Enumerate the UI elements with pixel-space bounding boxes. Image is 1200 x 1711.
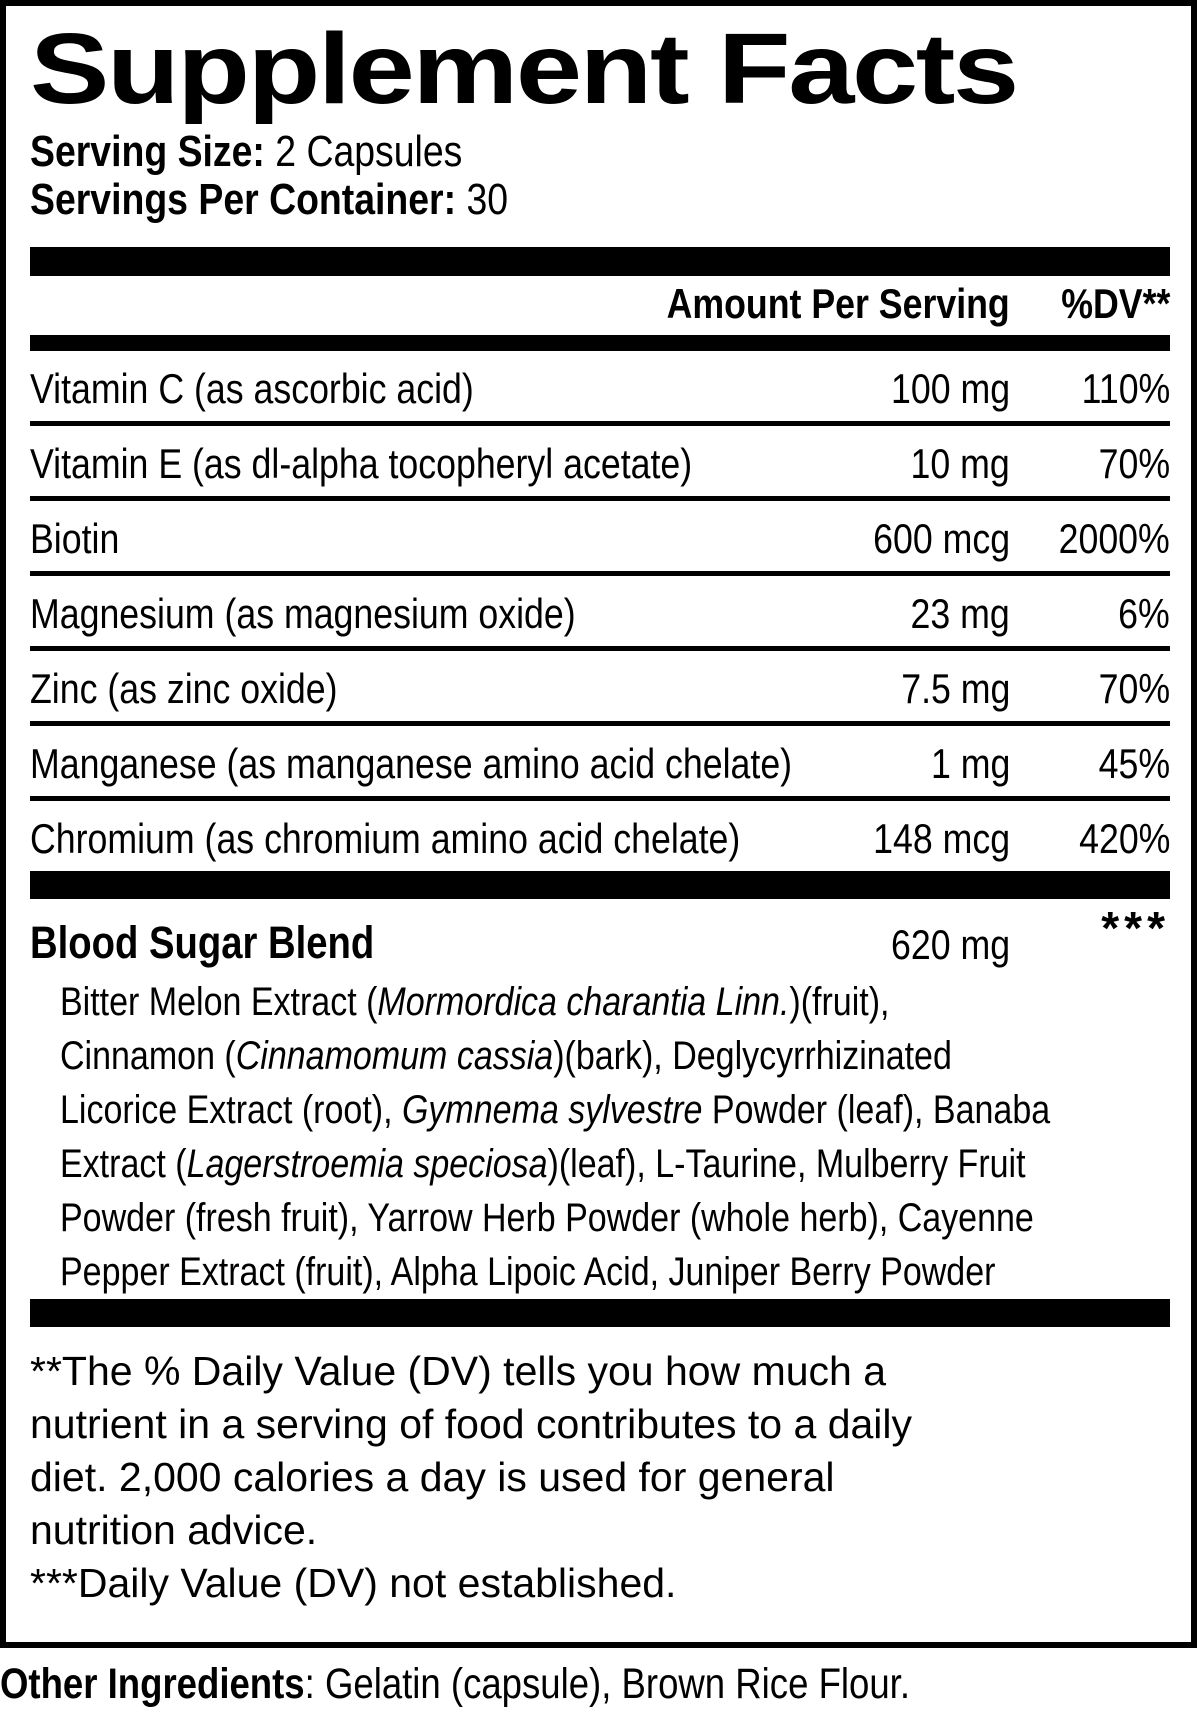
other-ingredients-value: : Gelatin (capsule), Brown Rice Flour. — [304, 1660, 910, 1708]
ingredient-latin-name: Gymnema sylvestre — [401, 1088, 703, 1132]
nutrient-name: Zinc (as zinc oxide) — [30, 665, 338, 712]
blend-ingredients-line: Extract (Lagerstroemia speciosa)(leaf), … — [60, 1137, 1170, 1191]
nutrient-row: Manganese (as manganese amino acid chela… — [30, 726, 1170, 801]
panel-title-text: Supplement Facts — [30, 13, 1019, 125]
separator-bar-thick-bottom — [30, 1299, 1170, 1327]
panel-title: Supplement Facts — [30, 16, 1170, 122]
nutrient-row: Chromium (as chromium amino acid chelate… — [30, 801, 1170, 871]
footnotes: **The % Daily Value (DV) tells you how m… — [30, 1345, 1170, 1610]
servings-per-container-label: Servings Per Container: — [30, 175, 457, 224]
nutrient-dv: 420% — [1078, 815, 1170, 862]
nutrient-name: Magnesium (as magnesium oxide) — [30, 590, 576, 637]
nutrient-rows: Vitamin C (as ascorbic acid) 100 mg 110%… — [30, 351, 1170, 871]
nutrient-row: Zinc (as zinc oxide) 7.5 mg 70% — [30, 651, 1170, 726]
nutrient-dv: 6% — [1118, 590, 1170, 637]
nutrient-name: Vitamin E (as dl-alpha tocopheryl acetat… — [30, 440, 693, 487]
nutrient-dv: 110% — [1081, 365, 1170, 412]
ingredient-latin-name: Cinnamomum cassia — [235, 1034, 554, 1078]
ingredient-latin-name: Lagerstroemia speciosa — [186, 1142, 548, 1186]
serving-size-line: Serving Size: 2 Capsules — [30, 128, 1170, 176]
nutrient-row: Magnesium (as magnesium oxide) 23 mg 6% — [30, 576, 1170, 651]
nutrient-amount: 10 mg — [910, 440, 1010, 487]
blend-ingredients-line: Powder (fresh fruit), Yarrow Herb Powder… — [60, 1191, 1170, 1245]
nutrient-dv: 70% — [1098, 440, 1170, 487]
footnote-line: nutrient in a serving of food contribute… — [30, 1401, 913, 1447]
nutrient-amount: 148 mcg — [873, 815, 1010, 862]
header-dv: %DV** — [1060, 280, 1170, 327]
other-ingredients-label: Other Ingredients — [0, 1660, 305, 1708]
blend-name: Blood Sugar Blend — [30, 917, 375, 968]
servings-per-container-line: Servings Per Container: 30 — [30, 176, 1170, 224]
footnote-line: nutrition advice. — [30, 1507, 318, 1553]
nutrient-row: Vitamin E (as dl-alpha tocopheryl acetat… — [30, 426, 1170, 501]
blend-row: Blood Sugar Blend 620 mg *** — [30, 899, 1170, 975]
nutrient-name: Manganese (as manganese amino acid chela… — [30, 740, 793, 787]
separator-bar-thick-middle — [30, 871, 1170, 899]
ingredient-text: Cinnamon ( — [60, 1034, 236, 1078]
ingredient-text: Licorice Extract (root), — [60, 1088, 402, 1132]
footnote-line: **The % Daily Value (DV) tells you how m… — [30, 1348, 887, 1394]
blend-ingredients-line: Bitter Melon Extract (Mormordica charant… — [60, 975, 1170, 1029]
blend-amount: 620 mg — [890, 921, 1010, 968]
nutrient-row: Biotin 600 mcg 2000% — [30, 501, 1170, 576]
serving-size-label: Serving Size: — [30, 127, 265, 176]
nutrient-amount: 600 mcg — [873, 515, 1010, 562]
nutrient-amount: 7.5 mg — [900, 665, 1010, 712]
blend-ingredients-line: Cinnamon (Cinnamomum cassia)(bark), Degl… — [60, 1029, 1170, 1083]
nutrient-amount: 100 mg — [890, 365, 1010, 412]
nutrient-dv: 70% — [1098, 665, 1170, 712]
blend-ingredients-line: Licorice Extract (root), Gymnema sylvest… — [60, 1083, 1170, 1137]
nutrient-dv: 45% — [1098, 740, 1170, 787]
nutrient-dv: 2000% — [1058, 515, 1170, 562]
supplement-facts-panel: Supplement Facts Serving Size: 2 Capsule… — [0, 0, 1197, 1648]
nutrient-amount: 23 mg — [910, 590, 1010, 637]
footnote-line: ***Daily Value (DV) not established. — [30, 1560, 677, 1606]
nutrient-amount: 1 mg — [930, 740, 1010, 787]
blend-dv-asterisks: *** — [1101, 902, 1170, 954]
nutrient-name: Biotin — [30, 515, 120, 562]
ingredient-text: Bitter Melon Extract ( — [60, 980, 378, 1024]
separator-bar-thick-top — [30, 247, 1170, 276]
ingredient-text: )(leaf), L-Taurine, Mulberry Fruit — [547, 1142, 1026, 1186]
table-header-row: Amount Per Serving %DV** — [30, 276, 1170, 335]
ingredient-text: )(fruit), — [789, 980, 890, 1024]
nutrient-name: Vitamin C (as ascorbic acid) — [30, 365, 474, 412]
blend-ingredients-line: Pepper Extract (fruit), Alpha Lipoic Aci… — [60, 1245, 1170, 1299]
footnote-line: diet. 2,000 calories a day is used for g… — [30, 1454, 835, 1500]
servings-per-container-value: 30 — [456, 175, 509, 224]
ingredient-text: Powder (fresh fruit), Yarrow Herb Powder… — [60, 1196, 1034, 1240]
nutrient-name: Chromium (as chromium amino acid chelate… — [30, 815, 741, 862]
serving-size-value: 2 Capsules — [264, 127, 463, 176]
ingredient-text: Pepper Extract (fruit), Alpha Lipoic Aci… — [60, 1250, 996, 1294]
other-ingredients-line: Other Ingredients: Gelatin (capsule), Br… — [0, 1660, 1200, 1708]
nutrient-row: Vitamin C (as ascorbic acid) 100 mg 110% — [30, 351, 1170, 426]
ingredient-latin-name: Mormordica charantia Linn. — [377, 980, 790, 1024]
separator-bar-medium — [30, 335, 1170, 351]
blend-ingredients: Bitter Melon Extract (Mormordica charant… — [30, 975, 1170, 1299]
ingredient-text: )(bark), Deglycyrrhizinated — [553, 1034, 952, 1078]
ingredient-text: Powder (leaf), Banaba — [702, 1088, 1051, 1132]
header-amount-per-serving: Amount Per Serving — [666, 280, 1010, 327]
ingredient-text: Extract ( — [60, 1142, 187, 1186]
